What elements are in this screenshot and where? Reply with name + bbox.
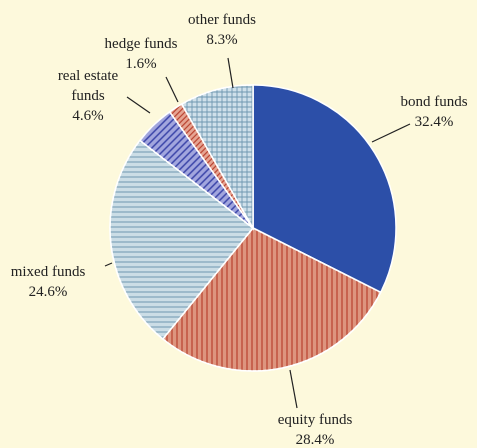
value-label: 24.6%: [28, 284, 68, 300]
slice-label: equity funds 28.4%: [245, 410, 385, 448]
slice-pattern: [161, 227, 382, 372]
value-label: 32.4%: [414, 114, 454, 130]
leader-line: [227, 57, 234, 89]
slice-label: mixed funds 24.6%: [0, 262, 118, 302]
value-label: 8.3%: [206, 32, 238, 48]
slice-group: [252, 84, 397, 294]
category-label: bond funds: [400, 94, 468, 110]
slice-group: [161, 227, 382, 372]
leader-line: [289, 369, 298, 409]
leader-line: [165, 76, 179, 103]
leader-line: [371, 123, 411, 143]
category-label: other funds: [188, 12, 256, 28]
category-label: mixed funds: [10, 264, 86, 280]
leader-line: [104, 262, 113, 267]
value-label: 4.6%: [72, 108, 104, 124]
category-label: equity funds: [277, 412, 353, 428]
slice-group: [180, 84, 254, 231]
slice-label: real estate funds 4.6%: [53, 66, 123, 126]
value-label: 1.6%: [125, 56, 157, 72]
slice-label: hedge funds 1.6%: [71, 34, 211, 74]
category-label: hedge funds: [104, 36, 178, 52]
value-label: 28.4%: [295, 432, 335, 448]
category-label: real estate funds: [57, 68, 119, 104]
leader-line: [126, 96, 151, 114]
slice-label: bond funds 32.4%: [364, 92, 477, 132]
slice-pattern: [109, 139, 255, 341]
slice: [252, 84, 397, 294]
slice-group: [109, 139, 255, 341]
slice-label: other funds 8.3%: [152, 10, 292, 50]
slice-pattern: [180, 84, 254, 231]
